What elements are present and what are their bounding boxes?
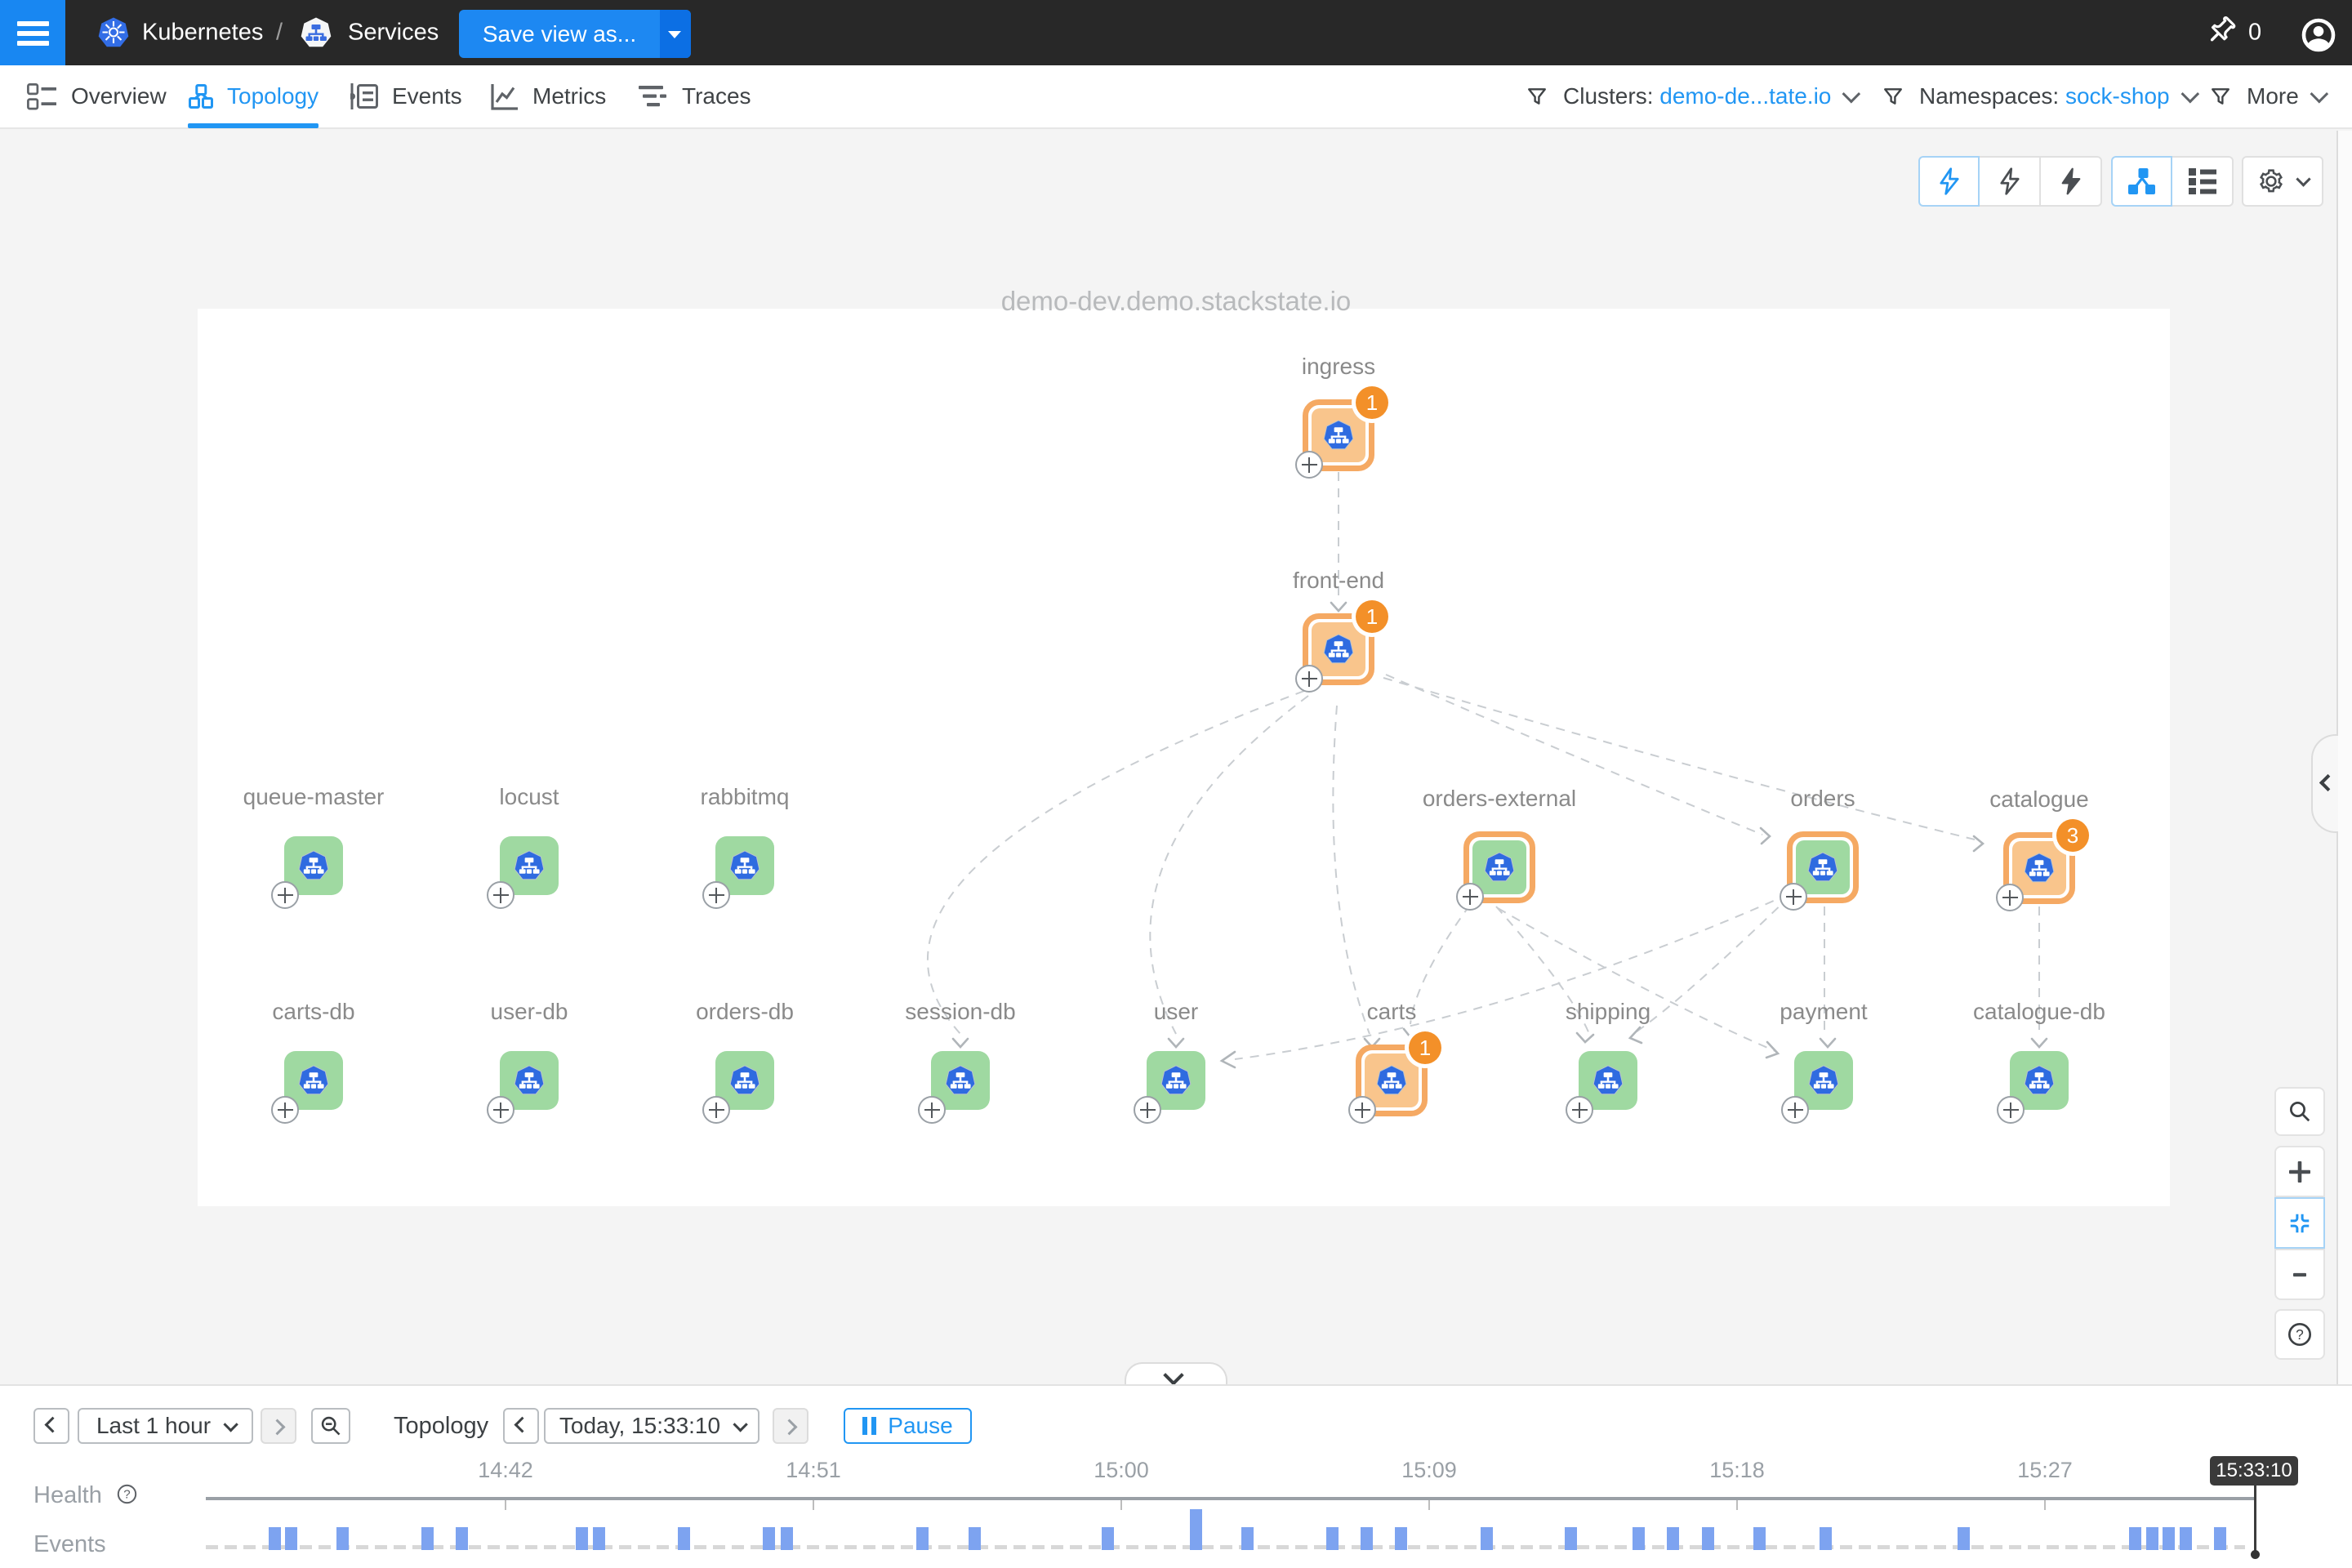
- svg-text:?: ?: [2296, 1326, 2304, 1343]
- svg-text:?: ?: [123, 1488, 130, 1502]
